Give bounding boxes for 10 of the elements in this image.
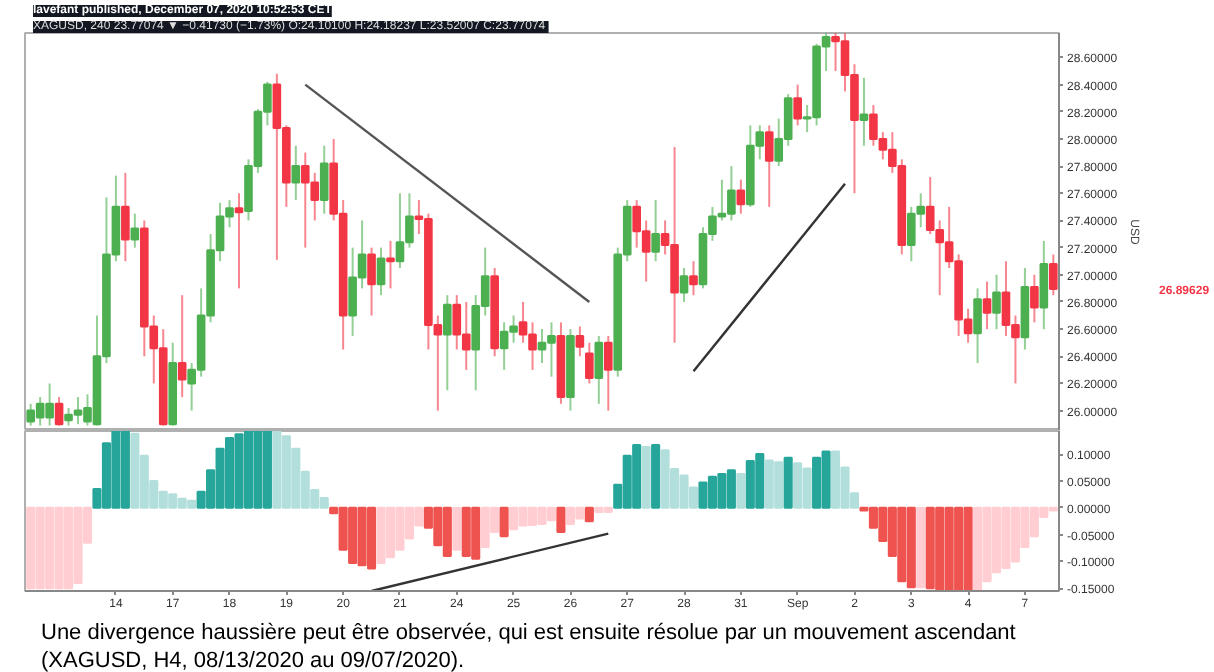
- bar: [651, 443, 661, 509]
- bar: [499, 506, 509, 538]
- bar: [556, 506, 566, 533]
- bar: [783, 456, 793, 509]
- bar: [641, 446, 651, 509]
- bar: [584, 506, 594, 523]
- bar: [736, 472, 746, 509]
- bar: [452, 506, 462, 551]
- bar: [916, 506, 926, 589]
- text: Une divergence haussière peut être observée, qui est ensuite résolue par un mouvement ascendant (XAGUSD, H4, 08/13/2020 au 09/07/2020).: [41, 621, 1016, 672]
